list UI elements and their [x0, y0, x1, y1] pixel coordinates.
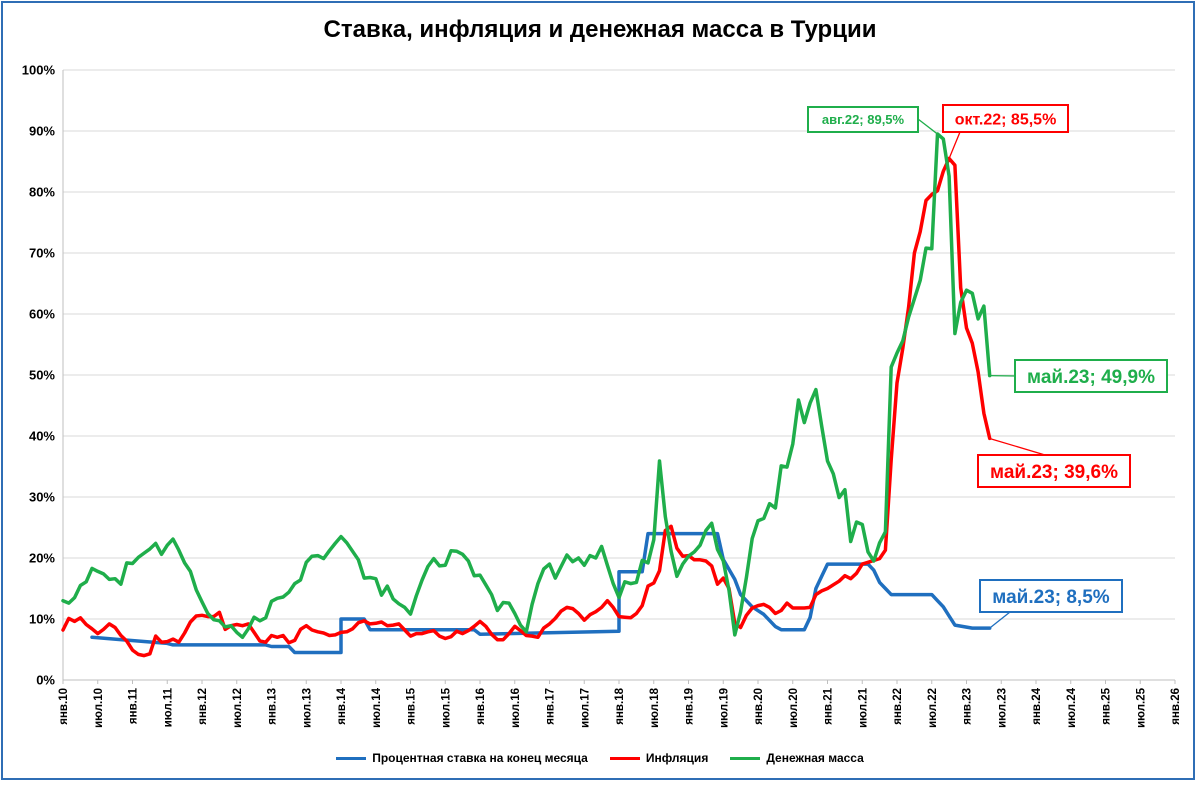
callout-label: май.23; 8,5%	[992, 587, 1109, 608]
callout-label: май.23; 49,9%	[1027, 367, 1155, 388]
x-tick-label: июл.11	[162, 687, 174, 727]
chart-title: Ставка, инфляция и денежная масса в Турц…	[323, 16, 877, 43]
callout-leader	[989, 611, 1011, 629]
x-tick-label: янв.21	[823, 687, 835, 724]
x-tick-label: июл.25	[1135, 687, 1147, 728]
x-tick-label: янв.18	[614, 687, 626, 724]
callout-label: окт.22; 85,5%	[955, 111, 1057, 128]
callout-label: авг.22; 89,5%	[822, 112, 905, 127]
callout-box	[942, 104, 1069, 133]
legend-label-rate: Процентная ставка на конец месяца	[372, 751, 588, 765]
x-tick-label: янв.19	[684, 688, 696, 725]
x-tick-label: июл.12	[232, 688, 244, 728]
legend-swatch-money	[730, 756, 761, 760]
x-tick-label: янв.24	[1031, 687, 1043, 724]
x-tick-label: янв.26	[1170, 688, 1182, 725]
x-tick-label: июл.15	[440, 687, 452, 728]
x-tick-label: янв.22	[892, 688, 904, 725]
x-tick-label: июл.13	[301, 688, 313, 728]
callout-box	[977, 454, 1131, 488]
x-tick-label: июл.16	[510, 688, 522, 728]
x-tick-label: июл.19	[718, 688, 730, 728]
inflation-line	[61, 156, 992, 658]
money-supply-line	[61, 132, 992, 640]
legend-swatch-rate	[336, 756, 367, 760]
legend-item-rate: Процентная ставка на конец месяца	[336, 751, 588, 765]
rate-line	[90, 531, 992, 655]
callout-leader	[948, 131, 961, 159]
y-tick-label: 90%	[29, 124, 55, 139]
x-tick-label: янв.14	[336, 687, 348, 724]
y-tick-label: 20%	[29, 551, 55, 566]
y-tick-label: 100%	[22, 63, 56, 78]
y-tick-label: 60%	[29, 307, 55, 322]
callout-leader	[989, 437, 1046, 456]
y-tick-label: 40%	[29, 429, 55, 444]
legend: Процентная ставка на конец месяца Инфляц…	[0, 751, 1200, 765]
callout-box	[1014, 359, 1168, 393]
y-tick-label: 30%	[29, 490, 55, 505]
legend-item-money: Денежная масса	[730, 751, 864, 765]
x-tick-label: янв.20	[753, 688, 765, 725]
y-tick-label: 70%	[29, 246, 55, 261]
x-tick-label: янв.10	[58, 688, 70, 725]
x-tick-label: июл.14	[371, 687, 383, 728]
callout-label: май.23; 39,6%	[990, 462, 1118, 483]
y-tick-label: 50%	[29, 368, 55, 383]
y-tick-label: 0%	[36, 673, 55, 688]
x-tick-label: янв.11	[128, 687, 140, 724]
legend-label-inflation: Инфляция	[645, 751, 709, 765]
legend-label-money: Денежная масса	[766, 751, 864, 765]
x-tick-label: июл.20	[788, 688, 800, 728]
x-tick-label: июл.22	[927, 688, 939, 728]
callout-box	[979, 579, 1123, 613]
x-tick-label: янв.13	[267, 688, 279, 725]
x-tick-label: янв.16	[475, 688, 487, 725]
x-tick-label: янв.23	[962, 688, 974, 725]
x-tick-label: янв.12	[197, 688, 209, 725]
x-tick-label: июл.10	[93, 688, 105, 728]
x-tick-label: июл.18	[649, 687, 661, 728]
legend-swatch-inflation	[609, 756, 640, 760]
x-tick-label: июл.24	[1066, 687, 1078, 728]
x-tick-label: июл.23	[996, 688, 1008, 728]
x-tick-label: янв.17	[545, 688, 557, 725]
y-tick-label: 10%	[29, 612, 55, 627]
callout-box	[807, 106, 919, 133]
y-tick-label: 80%	[29, 185, 55, 200]
x-tick-label: янв.25	[1101, 687, 1113, 724]
x-tick-label: июл.21	[857, 687, 869, 728]
callout-leader	[917, 118, 938, 135]
x-tick-label: янв.15	[406, 687, 418, 724]
x-tick-label: июл.17	[579, 688, 591, 728]
legend-item-inflation: Инфляция	[609, 751, 709, 765]
